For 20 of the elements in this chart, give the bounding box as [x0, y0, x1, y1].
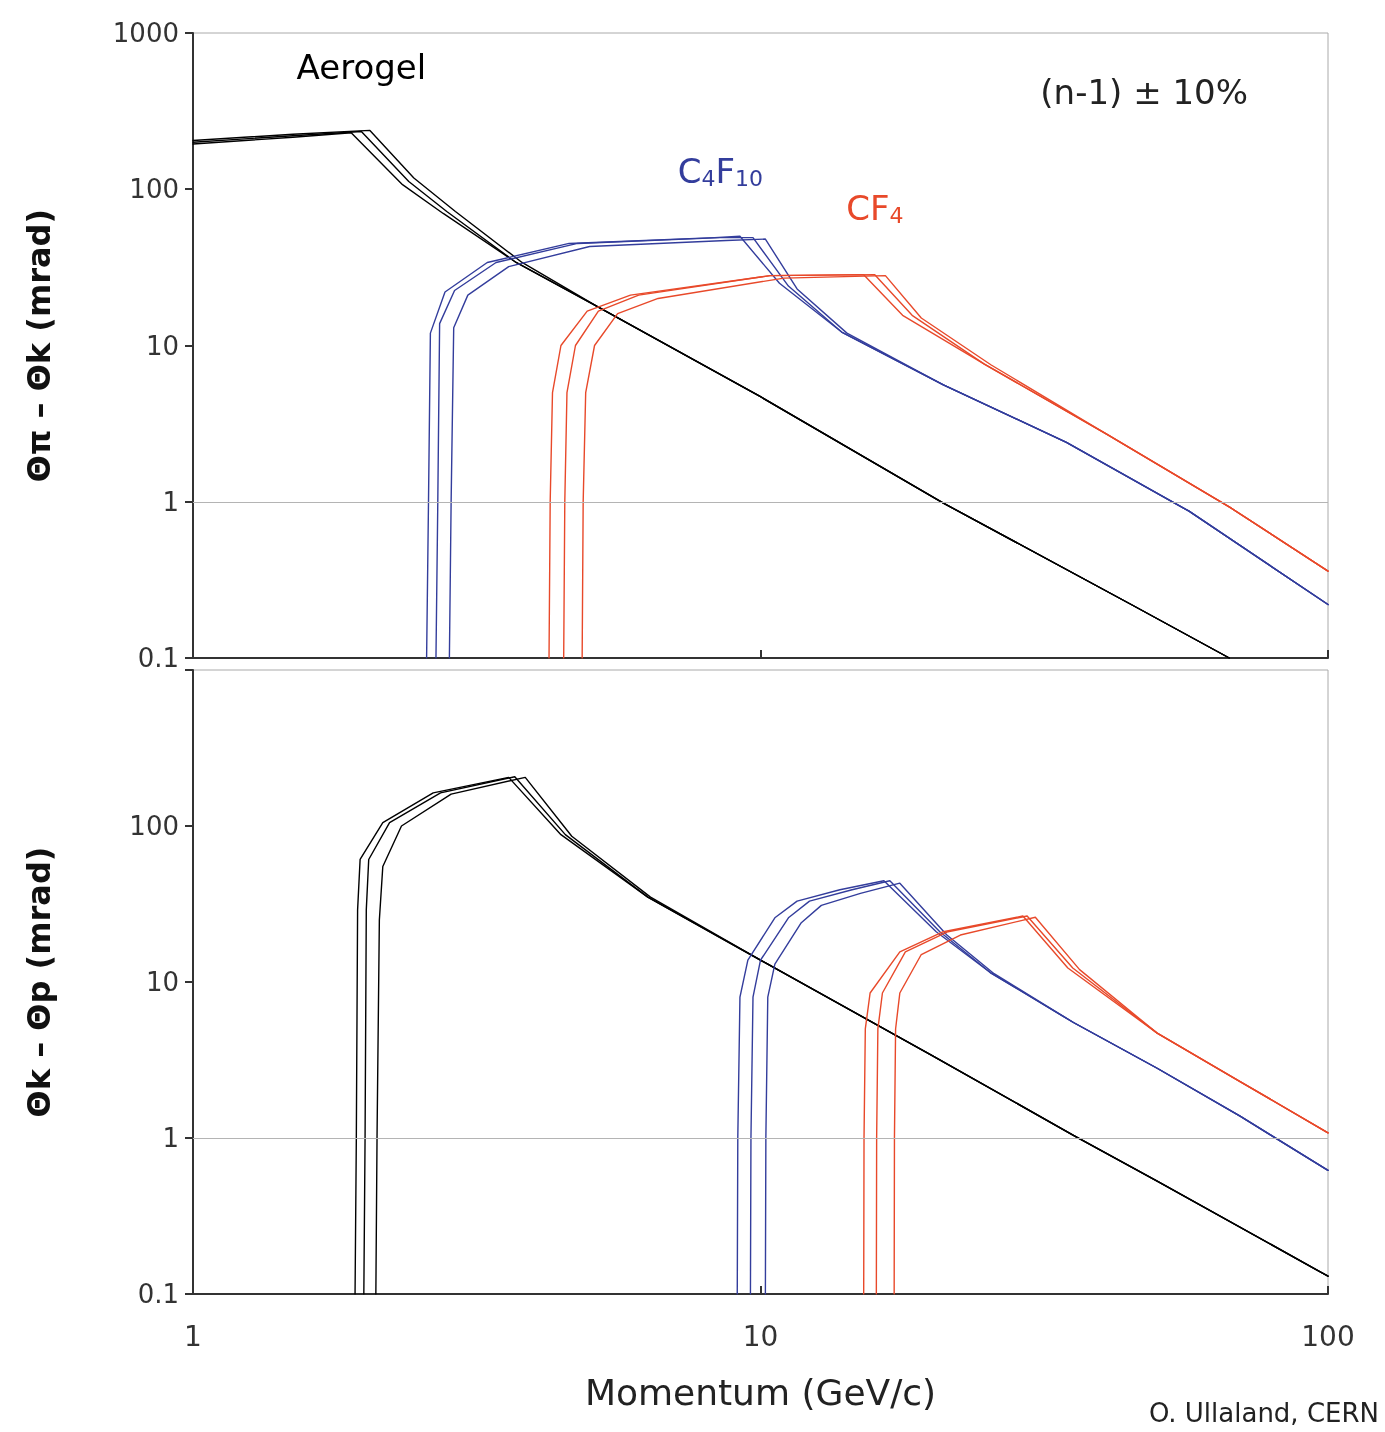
- series-label: Aerogel: [296, 46, 427, 87]
- y-tick-label: 0.1: [137, 1279, 179, 1309]
- annotation: (n-1) ± 10%: [1040, 72, 1248, 112]
- x-tick-label: 1: [184, 1319, 202, 1353]
- y-tick-label: 1000: [112, 18, 179, 48]
- y-tick-label: 0.1: [137, 643, 179, 673]
- y-tick-label: 1: [162, 1123, 179, 1153]
- y-axis-title: Θk – Θp (mrad): [20, 846, 58, 1118]
- text: O. Ullaland, CERN: [1148, 1398, 1380, 1428]
- y-tick-label: 10: [145, 967, 179, 997]
- series-label: CF4: [846, 187, 904, 229]
- y-tick-label: 100: [129, 174, 179, 205]
- y-tick-label: 100: [129, 811, 179, 841]
- series-label: C4F10: [677, 150, 764, 192]
- y-tick-label: 10: [145, 330, 179, 361]
- x-tick-label: 10: [742, 1319, 779, 1353]
- x-axis-title: Momentum (GeV/c): [584, 1371, 937, 1413]
- y-tick-label: 1: [162, 486, 179, 517]
- x-tick-label: 100: [1301, 1319, 1355, 1353]
- y-axis-title: Θπ – Θk (mrad): [20, 208, 58, 483]
